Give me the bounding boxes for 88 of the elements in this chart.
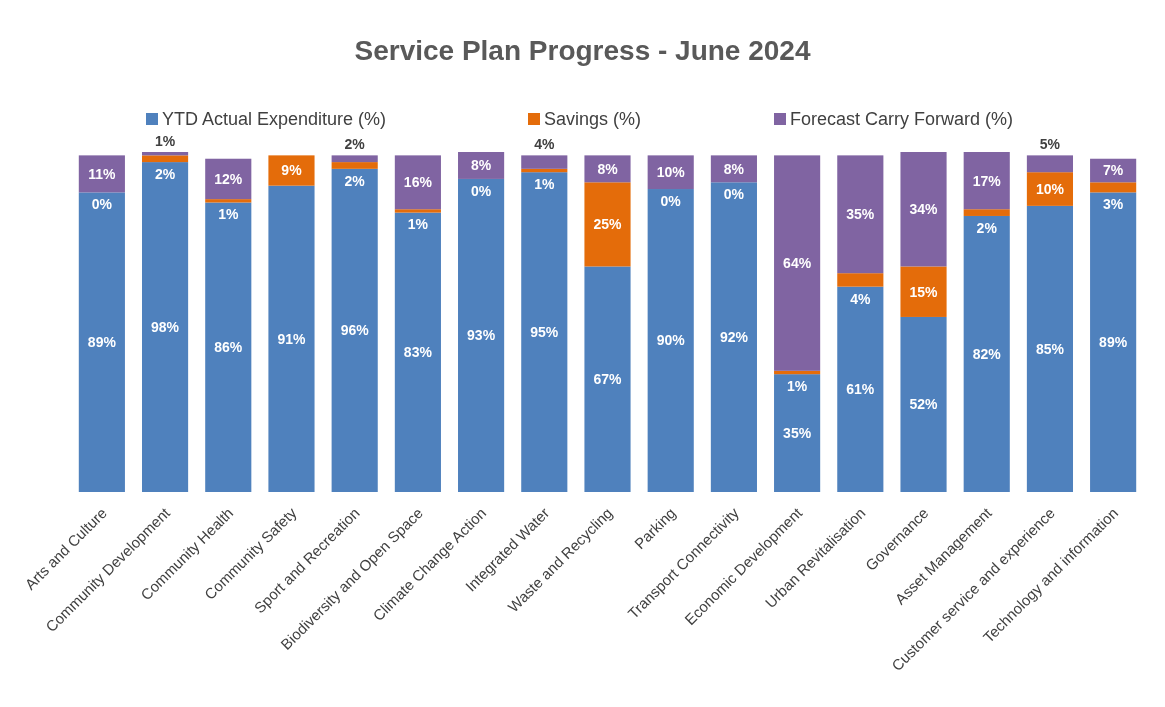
bar xyxy=(900,316,947,492)
data-label: 93% xyxy=(467,327,496,344)
data-label: 92% xyxy=(719,329,749,346)
data-label: 89% xyxy=(1099,334,1128,351)
data-label: 1% xyxy=(534,176,555,193)
data-label: 90% xyxy=(656,332,686,349)
bar xyxy=(78,192,125,492)
data-label: 61% xyxy=(846,381,875,398)
data-label: 4% xyxy=(534,136,555,153)
bar xyxy=(1026,155,1073,173)
data-label: 2% xyxy=(344,172,366,189)
bar xyxy=(774,374,821,492)
bar xyxy=(647,189,694,492)
bar xyxy=(142,155,189,163)
data-label: 7% xyxy=(1103,162,1124,179)
data-label: 34% xyxy=(909,201,939,218)
bar xyxy=(521,155,568,169)
data-label: 4% xyxy=(850,290,871,307)
legend-label: Savings (%) xyxy=(544,109,642,129)
data-label: 25% xyxy=(593,216,623,233)
bar xyxy=(521,172,568,492)
chart-title: Service Plan Progress - June 2024 xyxy=(354,35,811,66)
bar xyxy=(331,155,378,163)
data-label: 2% xyxy=(976,219,998,236)
bar xyxy=(394,209,441,213)
bar xyxy=(205,202,252,492)
data-label: 0% xyxy=(470,182,492,199)
bar xyxy=(963,215,1010,492)
bar xyxy=(963,152,1010,210)
data-label: 1% xyxy=(154,132,176,149)
data-label: 10% xyxy=(656,164,686,181)
data-label: 9% xyxy=(281,162,303,179)
legend-label: Forecast Carry Forward (%) xyxy=(790,109,1014,129)
bar xyxy=(900,152,947,267)
data-label: 0% xyxy=(660,192,682,209)
data-label: 86% xyxy=(214,339,243,356)
bar xyxy=(963,209,1010,216)
data-label: 0% xyxy=(91,196,113,213)
data-label: 1% xyxy=(218,206,239,223)
bar xyxy=(837,286,884,492)
data-label: 8% xyxy=(470,157,492,174)
legend-label: YTD Actual Expenditure (%) xyxy=(162,109,387,129)
data-label: 2% xyxy=(154,166,176,182)
bar xyxy=(837,273,884,287)
data-label: 35% xyxy=(846,206,875,223)
bar xyxy=(142,162,189,492)
bar xyxy=(331,168,378,492)
data-label: 8% xyxy=(723,160,745,177)
data-label: 89% xyxy=(87,334,117,351)
data-label: 85% xyxy=(1035,340,1065,357)
data-label: 5% xyxy=(1039,136,1061,153)
bar xyxy=(458,178,505,492)
data-label: 96% xyxy=(340,322,370,339)
data-label: 91% xyxy=(277,330,307,347)
data-label: 82% xyxy=(972,345,1002,362)
data-label: 64% xyxy=(783,254,812,271)
bar xyxy=(584,266,631,492)
bar xyxy=(774,155,821,371)
data-label: 1% xyxy=(787,378,808,395)
data-label: 10% xyxy=(1035,180,1065,197)
bar xyxy=(710,182,757,492)
data-label: 12% xyxy=(214,170,243,187)
bar xyxy=(331,162,378,169)
data-label: 17% xyxy=(972,172,1002,189)
data-label: 16% xyxy=(403,174,433,191)
bar xyxy=(837,155,884,274)
data-label: 95% xyxy=(530,324,559,340)
data-label: 98% xyxy=(151,318,180,335)
bar xyxy=(1026,205,1073,492)
data-label: 2% xyxy=(344,136,366,153)
data-label: 1% xyxy=(407,216,429,233)
data-label: 8% xyxy=(597,160,619,177)
bar xyxy=(900,266,947,317)
data-label: 15% xyxy=(909,283,939,300)
data-label: 11% xyxy=(88,165,117,182)
bar xyxy=(268,155,315,186)
data-label: 52% xyxy=(909,396,939,413)
bar xyxy=(394,155,441,210)
data-label: 83% xyxy=(403,344,433,361)
bar xyxy=(394,212,441,492)
data-label: 0% xyxy=(723,186,745,203)
bar xyxy=(1090,192,1137,492)
data-label: 35% xyxy=(783,424,812,441)
bar xyxy=(1090,182,1137,193)
data-label: 67% xyxy=(593,371,623,388)
bar xyxy=(268,185,315,492)
data-label: 3% xyxy=(1103,196,1124,213)
bar xyxy=(584,182,631,267)
